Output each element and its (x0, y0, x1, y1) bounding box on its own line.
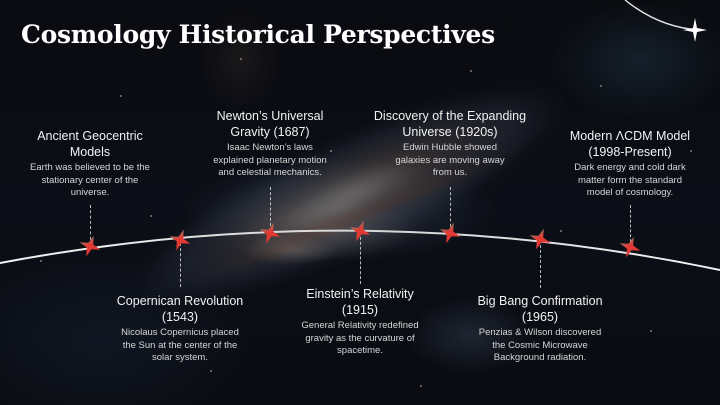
event-title: Discovery of the Expanding Universe (192… (373, 109, 527, 139)
event-description: General Relativity redefined gravity as … (301, 320, 419, 356)
four-point-star-icon[interactable] (618, 235, 642, 259)
sparkle-star-icon (683, 18, 707, 42)
event-description: Earth was believed to be the stationary … (30, 162, 150, 198)
four-point-star-icon[interactable] (528, 227, 552, 251)
connector-line (540, 240, 541, 288)
connector-line (630, 205, 631, 247)
event-title: Einstein’s Relativity (1915) (306, 287, 414, 317)
connector-line (270, 187, 271, 231)
four-point-star-icon[interactable] (258, 221, 282, 245)
timeline-event-einstein: Einstein’s Relativity (1915) General Rel… (280, 286, 440, 358)
event-title: Newton’s Universal Gravity (1687) (216, 109, 324, 139)
four-point-star-icon[interactable] (78, 234, 102, 258)
timeline-event-expanding-universe: Discovery of the Expanding Universe (192… (362, 108, 538, 180)
connector-line (450, 187, 451, 232)
slide-title: Cosmology Historical Perspectives (21, 20, 495, 49)
connector-line (180, 243, 181, 287)
timeline-event-copernican: Copernican Revolution (1543) Nicolaus Co… (100, 293, 260, 365)
event-title: Copernican Revolution (1543) (116, 294, 244, 324)
connector-line (360, 232, 361, 284)
event-description: Isaac Newton’s laws explained planetary … (213, 142, 327, 178)
timeline-event-ancient-geocentric: Ancient Geocentric Models Earth was beli… (10, 128, 170, 200)
event-description: Edwin Hubble showed galaxies are moving … (395, 142, 505, 178)
event-title: Modern ΛCDM Model (1998-Present) (569, 129, 691, 159)
connector-line (90, 205, 91, 245)
four-point-star-icon[interactable] (348, 219, 372, 243)
timeline-event-lambda-cdm: Modern ΛCDM Model (1998-Present) Dark en… (550, 128, 710, 200)
event-title: Big Bang Confirmation (1965) (477, 294, 603, 324)
event-description: Dark energy and cold dark matter form th… (574, 162, 686, 198)
timeline-event-newton: Newton’s Universal Gravity (1687) Isaac … (190, 108, 350, 180)
event-description: Nicolaus Copernicus placed the Sun at th… (121, 327, 239, 363)
four-point-star-icon[interactable] (438, 221, 462, 245)
event-description: Penzias & Wilson discovered the Cosmic M… (478, 327, 602, 363)
four-point-star-icon[interactable] (168, 228, 192, 252)
timeline-event-big-bang: Big Bang Confirmation (1965) Penzias & W… (460, 293, 620, 365)
event-title: Ancient Geocentric Models (37, 129, 143, 159)
